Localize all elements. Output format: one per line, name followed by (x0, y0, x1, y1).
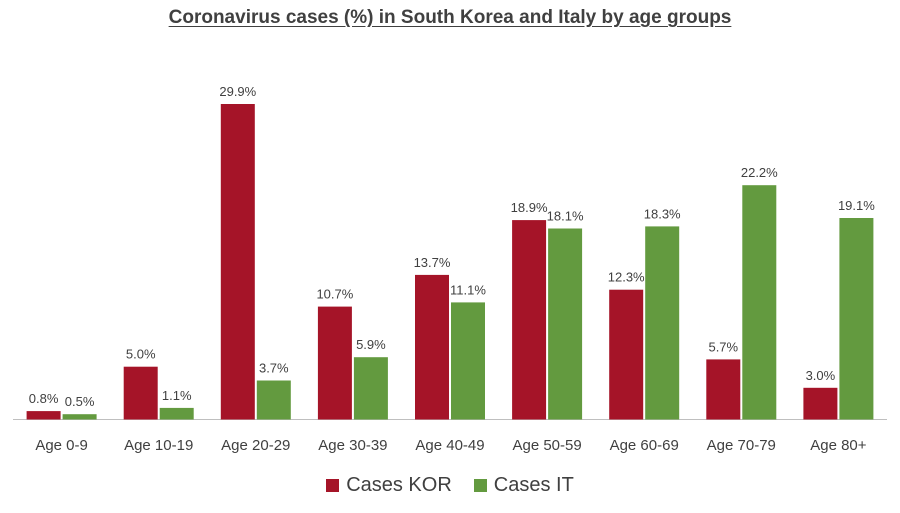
data-label-kor-4: 13.7% (414, 255, 451, 270)
data-label-it-5: 18.1% (547, 209, 584, 224)
bar-kor-6 (609, 289, 644, 420)
chart-legend: Cases KOR Cases IT (0, 474, 900, 497)
data-label-kor-0: 0.8% (29, 391, 59, 406)
data-label-it-0: 0.5% (65, 394, 95, 409)
data-label-kor-3: 10.7% (316, 287, 353, 302)
legend-label-it: Cases IT (493, 474, 574, 496)
chart-plot-area: 0.8% 0.5% Age 0-9 5.0% 1.1% Age 10-19 29.9% 3.7… (13, 84, 887, 454)
bar-kor-4 (415, 274, 449, 420)
bar-it-2 (256, 380, 291, 420)
data-label-kor-7: 5.7% (708, 339, 738, 354)
bar-it-7 (742, 185, 777, 420)
x-tick-label-1: Age 10-19 (124, 437, 193, 454)
x-tick-label-8: Age 80+ (810, 437, 867, 454)
data-label-kor-6: 12.3% (608, 270, 645, 285)
bar-kor-1 (123, 366, 158, 420)
data-label-it-1: 1.1% (162, 388, 192, 403)
legend-item-kor: Cases KOR (326, 474, 452, 497)
bar-kor-0 (26, 411, 61, 420)
x-tick-label-7: Age 70-79 (707, 437, 776, 454)
chart-title: Coronavirus cases (%) in South Korea and… (168, 7, 732, 28)
data-label-kor-1: 5.0% (126, 347, 156, 362)
data-label-it-3: 5.9% (356, 337, 386, 352)
data-label-kor-2: 29.9% (219, 84, 256, 99)
bar-kor-7 (706, 359, 741, 420)
legend-item-it: Cases IT (473, 474, 574, 497)
bar-kor-8 (803, 387, 838, 420)
bar-it-4 (451, 302, 485, 420)
bar-it-5 (548, 228, 583, 420)
data-label-it-7: 22.2% (741, 165, 778, 180)
x-tick-label-0: Age 0-9 (35, 437, 88, 454)
x-tick-label-5: Age 50-59 (512, 437, 581, 454)
bar-it-1 (159, 407, 194, 420)
data-label-kor-5: 18.9% (511, 200, 548, 215)
bar-kor-5 (512, 220, 547, 420)
data-label-it-6: 18.3% (644, 206, 681, 221)
x-tick-label-3: Age 30-39 (318, 437, 387, 454)
x-tick-label-6: Age 60-69 (610, 437, 679, 454)
legend-swatch-it (473, 479, 487, 492)
data-label-it-4: 11.1% (450, 282, 486, 297)
bar-kor-2 (220, 104, 255, 420)
legend-swatch-kor (326, 479, 340, 492)
legend-label-kor: Cases KOR (346, 474, 452, 496)
bar-it-0 (62, 414, 97, 420)
bar-it-8 (839, 218, 874, 420)
x-tick-label-2: Age 20-29 (221, 437, 290, 454)
bar-kor-3 (317, 306, 352, 420)
bar-it-3 (353, 357, 388, 420)
data-label-kor-8: 3.0% (806, 368, 836, 383)
x-tick-label-4: Age 40-49 (415, 437, 484, 454)
data-label-it-8: 19.1% (838, 198, 875, 213)
bar-it-6 (645, 226, 680, 420)
data-label-it-2: 3.7% (259, 361, 289, 376)
